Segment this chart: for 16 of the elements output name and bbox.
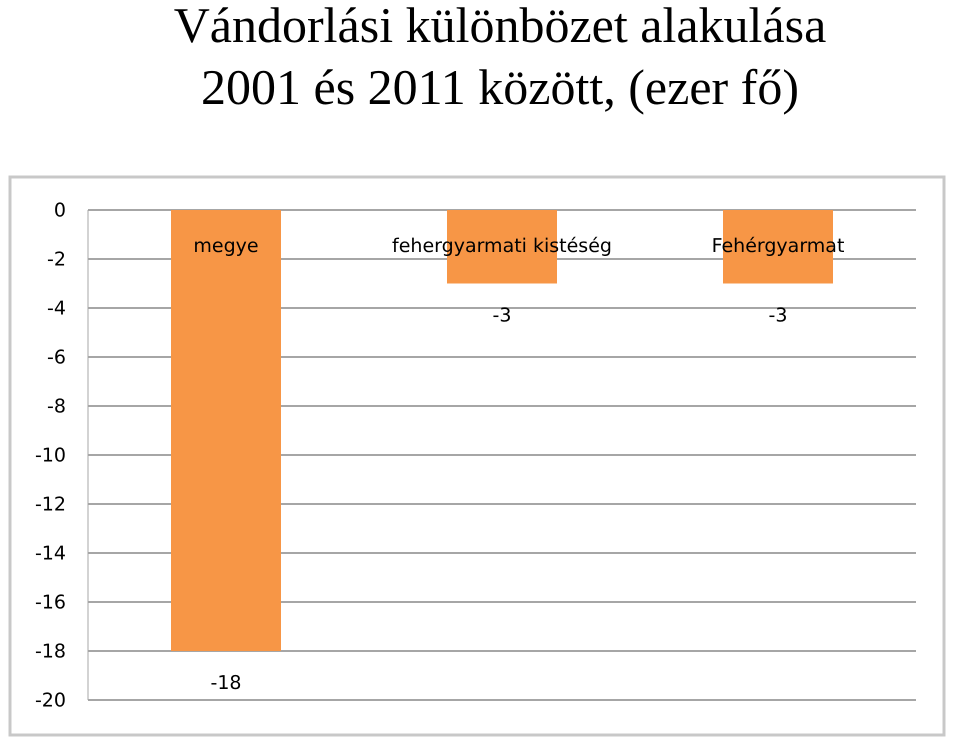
y-tick-label: -16: [34, 592, 66, 614]
x-tick-label: megye: [193, 235, 259, 257]
chart-title: Vándorlási különbözet alakulása 2001 és 2011 között, (ezer fő): [174, 0, 826, 115]
y-tick-label: -8: [47, 396, 66, 418]
y-tick-label: 0: [54, 200, 66, 222]
y-tick-label: -2: [47, 248, 66, 271]
y-tick-label: -12: [34, 494, 66, 516]
data-label: -3: [768, 304, 788, 326]
y-tick-label: -18: [34, 640, 66, 663]
y-tick-label: -10: [34, 444, 66, 467]
data-label: -18: [210, 672, 242, 694]
y-tick-label: -20: [34, 690, 66, 712]
y-tick-label: -14: [34, 542, 66, 565]
data-label: -3: [492, 304, 512, 326]
y-tick-label: -4: [47, 298, 66, 320]
y-tick-label: -6: [47, 346, 66, 369]
